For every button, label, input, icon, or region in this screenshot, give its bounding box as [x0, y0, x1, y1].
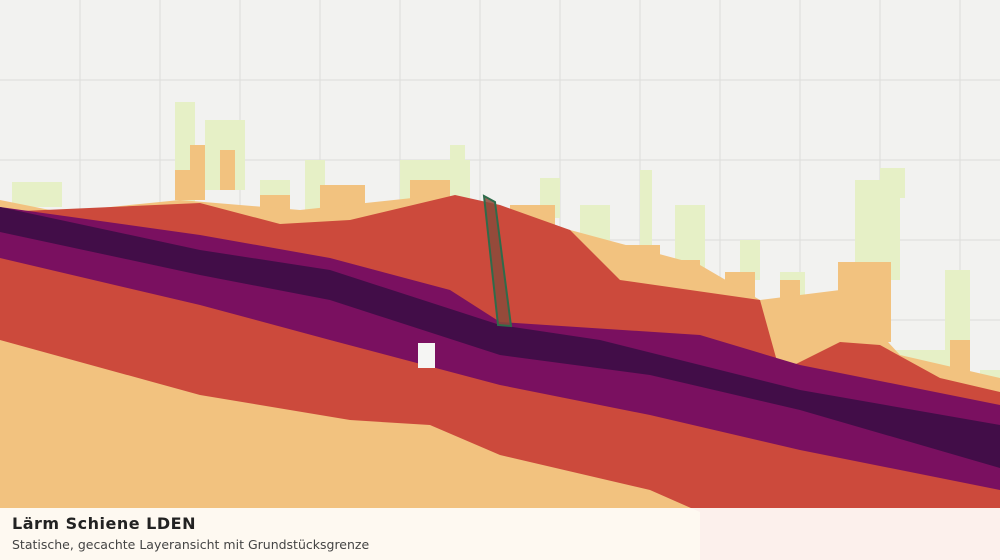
parcel-boundary — [482, 194, 513, 328]
noise-zone-55-inner — [0, 340, 700, 560]
caption: Lärm Schiene LDEN Statische, gecachte La… — [0, 508, 1000, 560]
gap — [418, 343, 435, 368]
map-title: Lärm Schiene LDEN — [12, 514, 196, 533]
map-subtitle: Statische, gecachte Layeransicht mit Gru… — [12, 537, 370, 552]
